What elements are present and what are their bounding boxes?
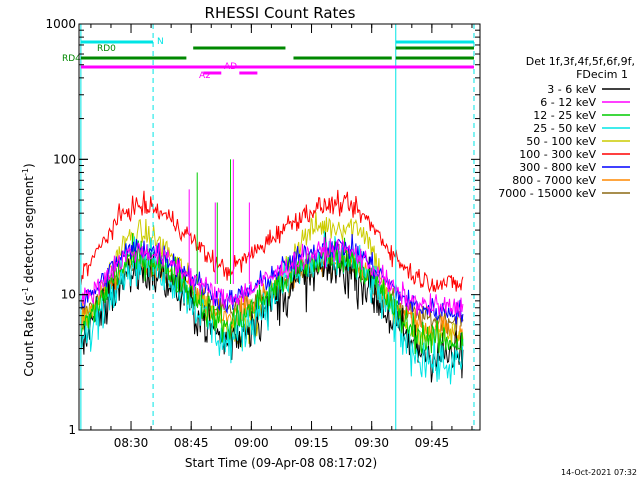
flag-label-rd4: RD4 [62, 54, 81, 64]
legend-label-3: 25 - 50 keV [533, 122, 596, 135]
legend-label-5: 100 - 300 keV [519, 148, 596, 161]
legend-label-6: 300 - 800 keV [519, 161, 596, 174]
y-label-sup1: -1 [21, 287, 30, 295]
series-line-100-300-kev [80, 189, 464, 294]
legend-label-8: 7000 - 15000 keV [498, 187, 596, 200]
svg-text:Count Rate (s-1 detector segme: Count Rate (s-1 detector segment-1) [21, 163, 36, 376]
legend-label-7: 800 - 7000 keV [512, 174, 596, 187]
chart-title: RHESSI Count Rates [205, 4, 356, 22]
plot-frame [78, 23, 481, 431]
x-tick-label: 08:30 [114, 436, 149, 450]
series-line-12-25-kev [80, 233, 464, 355]
y-tick-label: 10 [61, 288, 76, 302]
x-tick-label: 09:00 [234, 436, 269, 450]
legend-label-0: 3 - 6 keV [547, 83, 596, 96]
flag-label-n: N [157, 37, 164, 47]
x-tick-label: 09:30 [354, 436, 389, 450]
legend-label-4: 50 - 100 keV [526, 135, 596, 148]
legend-title-line2: FDecim 1 [576, 68, 628, 81]
series-line-25-50-kev [80, 230, 464, 385]
legend-title-line1: Det 1f,3f,4f,5f,6f,9f, [526, 55, 635, 68]
x-tick-label: 08:45 [174, 436, 209, 450]
timestamp: 14-Oct-2021 07:32 [561, 468, 637, 477]
legend-label-2: 12 - 25 keV [533, 109, 596, 122]
y-axis-label: Count Rate (s-1 detector segment-1) [21, 163, 36, 376]
x-tick-label: 09:45 [415, 436, 450, 450]
y-label-sup2: -1 [21, 168, 30, 176]
x-tick-label: 09:15 [294, 436, 329, 450]
y-label-part3: ) [22, 163, 36, 168]
flag-label-a2: A2 [199, 71, 211, 81]
flag-label-ad: AD [224, 62, 237, 72]
series-line-6-12-kev [80, 237, 464, 319]
y-label-part2: detector segment [22, 176, 36, 287]
y-tick-label: 100 [53, 152, 76, 166]
flag-label-rd0: RD0 [97, 44, 116, 54]
y-label-part1: Count Rate (s [22, 295, 36, 377]
plot-area: N RD0 RD4 AD A2 [62, 24, 475, 430]
x-axis-label: Start Time (09-Apr-08 08:17:02) [185, 456, 377, 470]
y-tick-label: 1 [68, 423, 76, 437]
axes: 1 10 100 1000 08:30 08:45 09:00 09:15 09:30 09:45 [45, 17, 481, 450]
legend-label-1: 6 - 12 keV [540, 96, 596, 109]
y-tick-label: 1000 [45, 17, 76, 31]
